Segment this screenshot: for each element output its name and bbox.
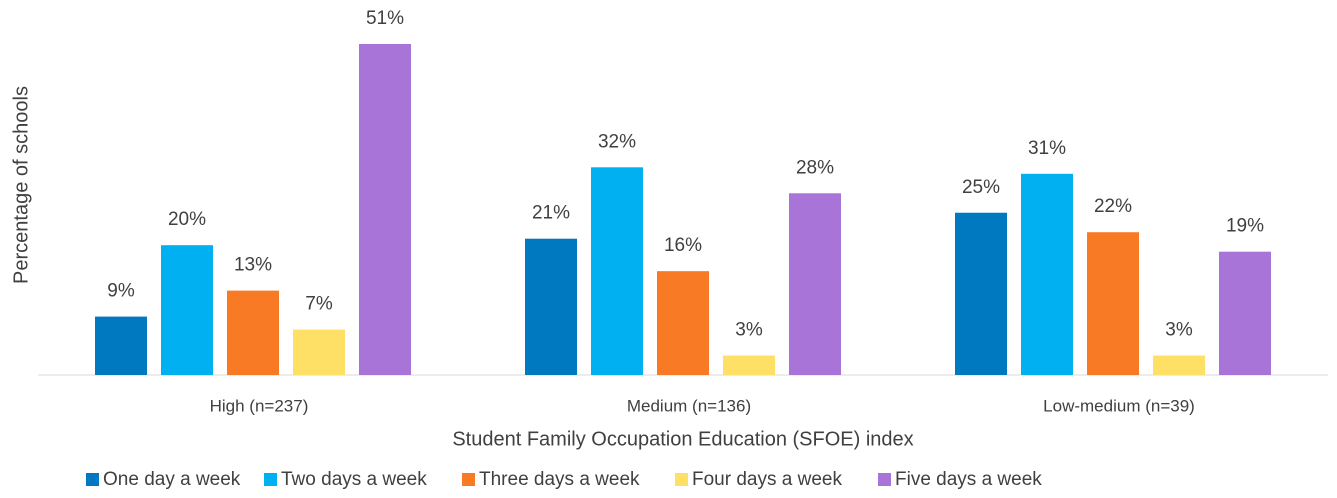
data-label: 22% — [1094, 196, 1132, 217]
bar — [227, 290, 279, 375]
legend-label: Five days a week — [895, 469, 1042, 490]
legend-swatch — [462, 473, 475, 486]
bar — [1219, 251, 1271, 375]
x-tick-label: Low-medium (n=39) — [1043, 396, 1195, 415]
bar — [789, 193, 841, 375]
legend-label: Three days a week — [479, 469, 640, 490]
data-label: 31% — [1028, 138, 1066, 159]
data-label: 3% — [1165, 320, 1193, 341]
data-label: 25% — [962, 177, 1000, 198]
bar — [723, 355, 775, 375]
bar — [1021, 173, 1073, 375]
legend-swatch — [264, 473, 277, 486]
legend-swatch — [878, 473, 891, 486]
legend-swatch — [675, 473, 688, 486]
bar — [161, 245, 213, 375]
x-tick-label: Medium (n=136) — [627, 396, 751, 415]
data-label: 21% — [532, 203, 570, 224]
legend-label: Four days a week — [692, 469, 842, 490]
legend-swatch — [86, 473, 99, 486]
bar — [95, 316, 147, 375]
data-label: 13% — [234, 255, 272, 276]
bar — [955, 212, 1007, 375]
bar — [1153, 355, 1205, 375]
bar — [657, 271, 709, 375]
bar — [293, 329, 345, 375]
data-label: 51% — [366, 8, 404, 29]
legend-label: One day a week — [103, 469, 241, 490]
bar — [591, 167, 643, 375]
x-axis-title: Student Family Occupation Education (SFO… — [452, 428, 913, 450]
bar — [1087, 232, 1139, 375]
data-label: 32% — [598, 131, 636, 152]
data-label: 3% — [735, 320, 763, 341]
data-label: 28% — [796, 157, 834, 178]
data-label: 19% — [1226, 216, 1264, 237]
legend-label: Two days a week — [281, 469, 427, 490]
data-label: 16% — [664, 235, 702, 256]
bar — [525, 238, 577, 375]
x-tick-label: High (n=237) — [210, 396, 309, 415]
y-axis-title: Percentage of schools — [10, 86, 32, 284]
data-label: 20% — [168, 209, 206, 230]
bar — [359, 44, 411, 375]
data-label: 9% — [107, 281, 135, 302]
data-label: 7% — [305, 294, 333, 315]
